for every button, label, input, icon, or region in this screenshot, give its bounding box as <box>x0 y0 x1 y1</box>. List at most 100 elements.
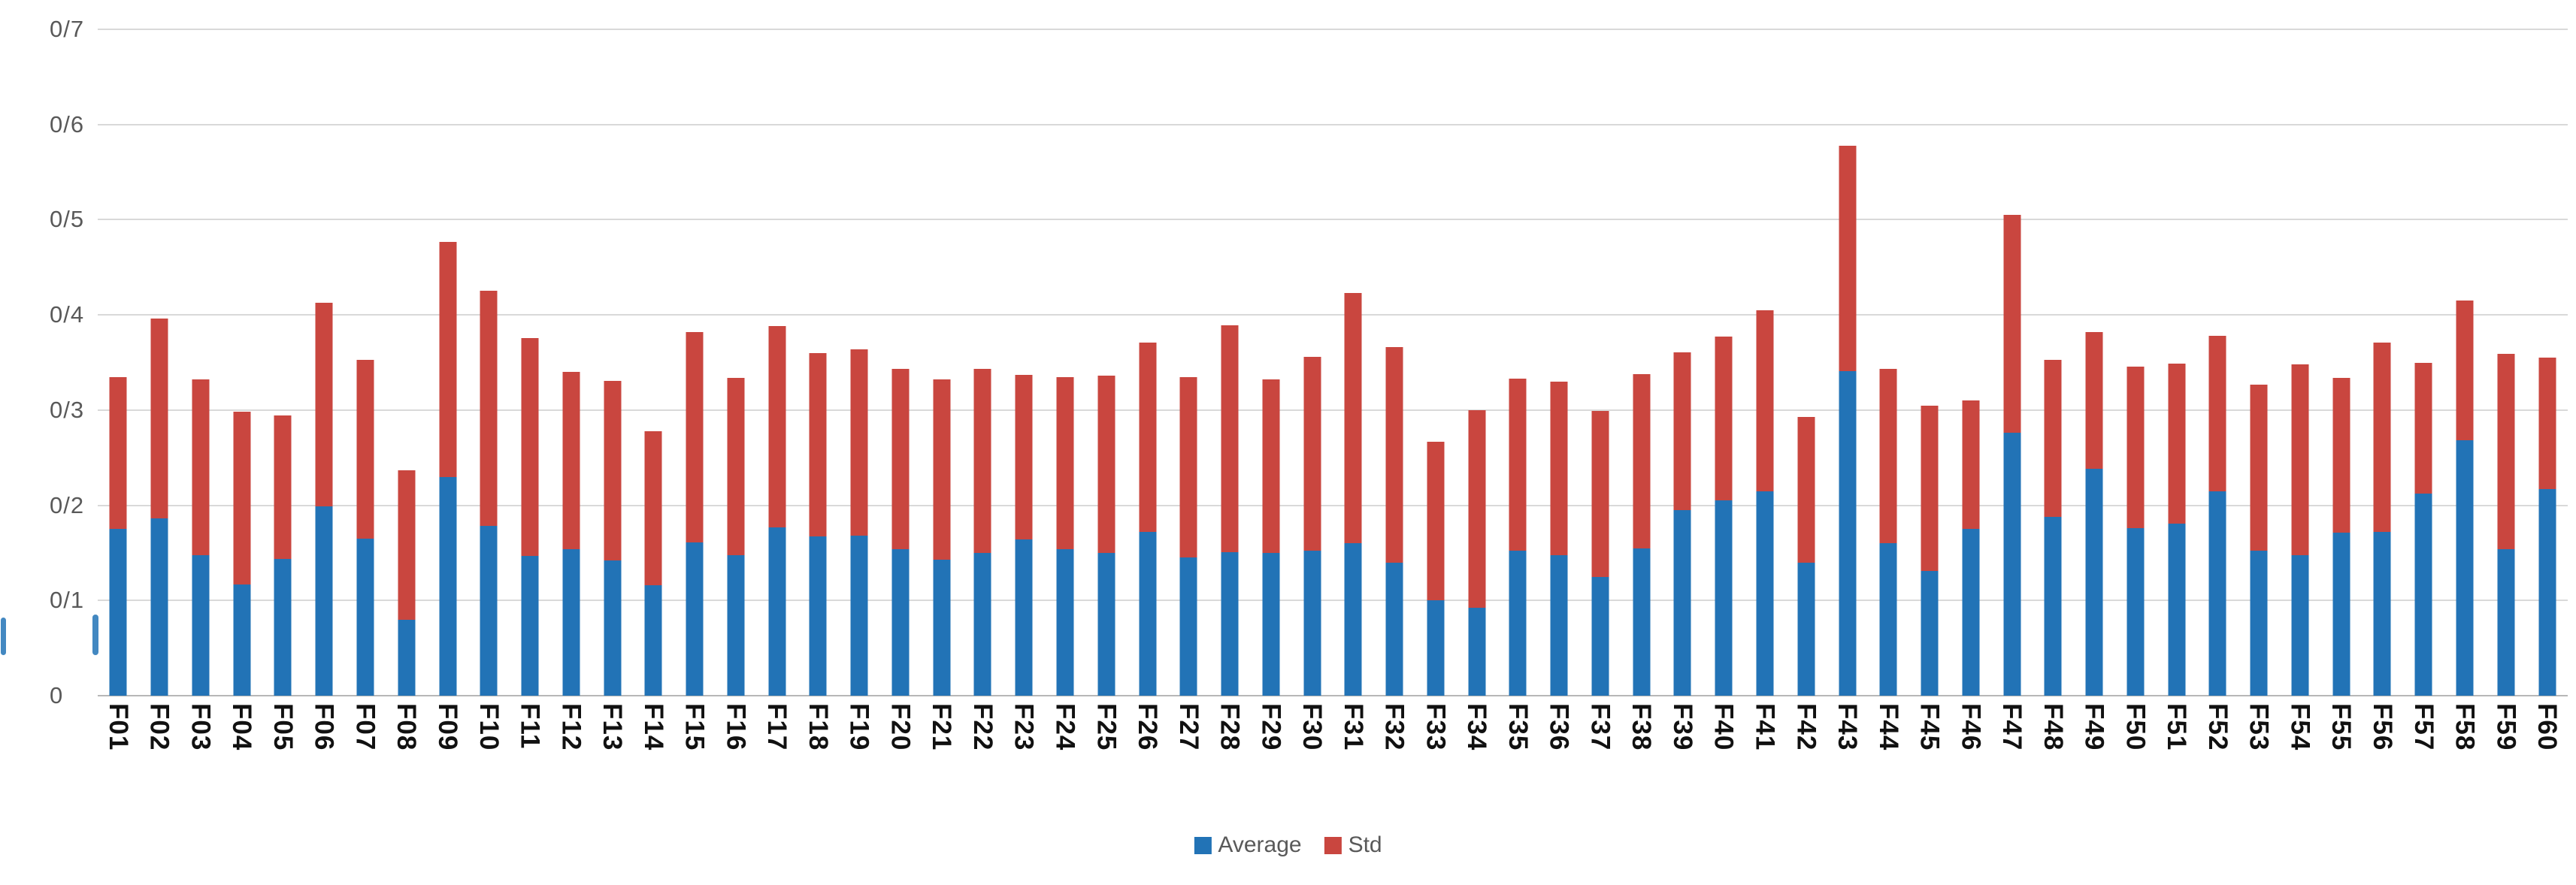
bar-F27-average <box>1179 557 1197 696</box>
category-F11 <box>510 29 551 696</box>
ytick-label: 0/5 <box>50 206 85 233</box>
xtick-label-F51: F51 <box>2162 703 2192 751</box>
bar-F15-std <box>686 332 704 542</box>
bar-F09-std <box>439 241 456 477</box>
bar-F06-std <box>315 302 333 506</box>
bar-stack-F28 <box>1221 325 1239 696</box>
xlabel-cell: F58 <box>2444 703 2486 816</box>
bar-F53-average <box>2250 551 2268 696</box>
bar-F19-std <box>850 349 868 536</box>
bar-F40-std <box>1715 337 1733 501</box>
xlabel-cell: F54 <box>2280 703 2321 816</box>
xlabel-cell: F33 <box>1415 703 1457 816</box>
bar-F10-std <box>480 291 498 527</box>
x-axis-baseline <box>98 695 2568 696</box>
category-F50 <box>2115 29 2157 696</box>
category-F60 <box>2526 29 2568 696</box>
category-F29 <box>1250 29 1291 696</box>
bar-F54-std <box>2291 364 2309 555</box>
legend-item-std: Std <box>1324 832 1382 858</box>
bar-stack-F42 <box>1797 416 1815 696</box>
ytick-label: 0/3 <box>50 396 85 423</box>
xtick-label-F38: F38 <box>1627 703 1657 751</box>
xtick-label-F02: F02 <box>144 703 174 751</box>
bar-stack-F25 <box>1097 376 1115 696</box>
category-F45 <box>1909 29 1951 696</box>
bar-F12-std <box>562 372 580 549</box>
bar-F05-std <box>274 415 292 559</box>
xtick-label-F60: F60 <box>2532 703 2562 751</box>
xlabel-cell: F14 <box>633 703 674 816</box>
bar-stack-F27 <box>1179 376 1197 696</box>
category-F26 <box>1127 29 1168 696</box>
category-F30 <box>1291 29 1333 696</box>
gridline <box>98 409 2568 411</box>
xlabel-cell: F23 <box>1003 703 1045 816</box>
bar-F18-std <box>809 352 827 537</box>
ytick-label: 0/7 <box>50 16 85 42</box>
xlabel-cell: F44 <box>1868 703 1909 816</box>
bar-F32-average <box>1385 562 1403 696</box>
xtick-label-F12: F12 <box>556 703 586 751</box>
bar-F47-average <box>2003 433 2021 696</box>
gridline <box>98 600 2568 602</box>
category-F40 <box>1703 29 1745 696</box>
category-F38 <box>1621 29 1662 696</box>
bar-F42-average <box>1797 562 1815 696</box>
bar-stack-F22 <box>973 369 991 696</box>
category-F47 <box>1991 29 2033 696</box>
xlabel-cell: F25 <box>1085 703 1127 816</box>
xtick-label-F05: F05 <box>268 703 298 751</box>
bar-stack-F15 <box>686 332 704 696</box>
xtick-label-F33: F33 <box>1421 703 1451 751</box>
xtick-label-F13: F13 <box>598 703 628 751</box>
bar-F13-average <box>604 560 622 696</box>
bar-stack-F13 <box>604 380 622 696</box>
bar-stack-F54 <box>2291 364 2309 696</box>
bar-F42-std <box>1797 416 1815 563</box>
category-F39 <box>1662 29 1703 696</box>
category-F49 <box>2074 29 2115 696</box>
xlabel-cell: F09 <box>427 703 468 816</box>
category-F54 <box>2280 29 2321 696</box>
xtick-label-F54: F54 <box>2285 703 2315 751</box>
bar-stack-F60 <box>2538 358 2556 696</box>
bar-F35-std <box>1509 379 1527 551</box>
category-F31 <box>1333 29 1374 696</box>
bar-stack-F37 <box>1591 411 1609 696</box>
bar-F23-std <box>1015 375 1033 540</box>
xlabel-cell: F24 <box>1045 703 1086 816</box>
xtick-label-F22: F22 <box>967 703 997 751</box>
category-F07 <box>345 29 386 696</box>
bar-F08-std <box>398 470 416 620</box>
bar-F11-average <box>521 555 539 696</box>
xlabel-cell: F27 <box>1168 703 1209 816</box>
bar-stack-F48 <box>2044 359 2062 696</box>
category-F51 <box>2156 29 2197 696</box>
category-F01 <box>98 29 139 696</box>
xlabel-cell: F59 <box>2485 703 2526 816</box>
category-F41 <box>1745 29 1786 696</box>
bar-stack-F24 <box>1056 376 1074 696</box>
bar-F52-std <box>2208 336 2226 491</box>
category-F56 <box>2362 29 2403 696</box>
category-F46 <box>1950 29 1991 696</box>
bars-layer <box>98 29 2568 696</box>
bar-F59-std <box>2497 354 2515 549</box>
xtick-label-F31: F31 <box>1338 703 1368 751</box>
category-F18 <box>798 29 839 696</box>
xtick-label-F37: F37 <box>1585 703 1615 751</box>
category-F23 <box>1003 29 1045 696</box>
bar-F29-average <box>1262 552 1280 696</box>
bar-F17-average <box>768 527 786 696</box>
bar-F28-average <box>1221 551 1239 696</box>
bar-F52-average <box>2208 491 2226 696</box>
category-F48 <box>2033 29 2074 696</box>
xtick-label-F10: F10 <box>474 703 504 751</box>
xlabel-cell: F35 <box>1497 703 1539 816</box>
xtick-label-F58: F58 <box>2450 703 2480 751</box>
xtick-label-F23: F23 <box>1009 703 1039 751</box>
xlabel-cell: F01 <box>98 703 139 816</box>
xlabel-cell: F56 <box>2362 703 2403 816</box>
xlabel-cell: F32 <box>1374 703 1415 816</box>
